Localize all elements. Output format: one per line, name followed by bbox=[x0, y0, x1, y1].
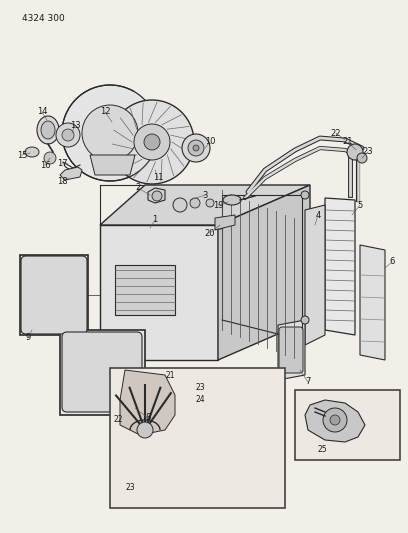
Circle shape bbox=[137, 422, 153, 438]
Circle shape bbox=[62, 129, 74, 141]
Polygon shape bbox=[218, 185, 310, 360]
Text: 11: 11 bbox=[153, 174, 163, 182]
Text: 8: 8 bbox=[145, 414, 151, 423]
Text: 21: 21 bbox=[165, 370, 175, 379]
Text: 6: 6 bbox=[389, 257, 395, 266]
Polygon shape bbox=[20, 255, 88, 335]
Polygon shape bbox=[148, 188, 165, 203]
Text: 17: 17 bbox=[57, 158, 67, 167]
Text: 23: 23 bbox=[125, 483, 135, 492]
Text: 10: 10 bbox=[205, 138, 215, 147]
Circle shape bbox=[152, 191, 162, 201]
Circle shape bbox=[110, 100, 194, 184]
Text: 15: 15 bbox=[17, 150, 27, 159]
Text: 25: 25 bbox=[317, 446, 327, 455]
Circle shape bbox=[330, 415, 340, 425]
Circle shape bbox=[323, 408, 347, 432]
Circle shape bbox=[301, 191, 309, 199]
Circle shape bbox=[190, 198, 200, 208]
Polygon shape bbox=[215, 215, 235, 230]
Text: 18: 18 bbox=[57, 177, 67, 187]
Text: 22: 22 bbox=[113, 416, 123, 424]
Text: 24: 24 bbox=[195, 395, 205, 405]
Circle shape bbox=[301, 316, 309, 324]
Ellipse shape bbox=[41, 121, 55, 139]
Polygon shape bbox=[305, 205, 325, 345]
Polygon shape bbox=[100, 185, 310, 225]
Circle shape bbox=[182, 134, 210, 162]
Ellipse shape bbox=[25, 147, 39, 157]
Circle shape bbox=[62, 85, 158, 181]
Circle shape bbox=[193, 145, 199, 151]
Text: 1: 1 bbox=[152, 215, 157, 224]
Circle shape bbox=[206, 199, 214, 207]
Polygon shape bbox=[305, 400, 365, 442]
Text: 5: 5 bbox=[357, 200, 363, 209]
Polygon shape bbox=[325, 198, 355, 335]
Text: 14: 14 bbox=[37, 108, 47, 117]
Ellipse shape bbox=[223, 195, 241, 205]
Text: 20: 20 bbox=[205, 229, 215, 238]
Polygon shape bbox=[120, 370, 175, 435]
Bar bbox=[110, 368, 285, 508]
Text: 13: 13 bbox=[70, 120, 80, 130]
Bar bbox=[295, 390, 400, 460]
FancyBboxPatch shape bbox=[21, 256, 87, 334]
Polygon shape bbox=[360, 245, 385, 360]
Circle shape bbox=[44, 152, 56, 164]
Text: 12: 12 bbox=[100, 108, 110, 117]
Circle shape bbox=[56, 123, 80, 147]
Circle shape bbox=[357, 153, 367, 163]
Circle shape bbox=[173, 198, 187, 212]
Text: 9: 9 bbox=[25, 334, 31, 343]
Circle shape bbox=[347, 144, 363, 160]
Circle shape bbox=[188, 140, 204, 156]
Text: 19: 19 bbox=[213, 200, 223, 209]
Text: 16: 16 bbox=[40, 160, 50, 169]
Polygon shape bbox=[60, 330, 145, 415]
Polygon shape bbox=[278, 320, 305, 380]
FancyBboxPatch shape bbox=[279, 327, 303, 373]
FancyBboxPatch shape bbox=[62, 332, 142, 412]
Text: 7: 7 bbox=[305, 377, 310, 386]
Text: 4: 4 bbox=[315, 211, 321, 220]
Text: 21: 21 bbox=[343, 138, 353, 147]
Text: 2: 2 bbox=[135, 183, 141, 192]
Text: 23: 23 bbox=[363, 148, 373, 157]
Text: 23: 23 bbox=[195, 384, 205, 392]
Circle shape bbox=[134, 124, 170, 160]
Polygon shape bbox=[115, 265, 175, 315]
Circle shape bbox=[144, 134, 160, 150]
Polygon shape bbox=[100, 225, 218, 360]
Text: 3: 3 bbox=[202, 190, 208, 199]
Circle shape bbox=[82, 105, 138, 161]
Polygon shape bbox=[60, 167, 82, 180]
Ellipse shape bbox=[37, 116, 59, 144]
Text: 22: 22 bbox=[331, 128, 341, 138]
Text: 4324 300: 4324 300 bbox=[22, 14, 65, 23]
Polygon shape bbox=[90, 155, 135, 175]
Circle shape bbox=[216, 221, 224, 229]
